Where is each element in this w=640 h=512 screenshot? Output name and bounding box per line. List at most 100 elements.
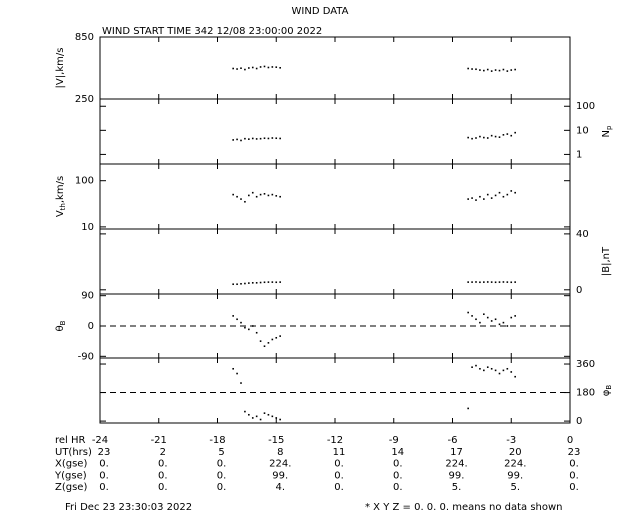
- data-point: [240, 321, 242, 324]
- data-point: [236, 68, 238, 70]
- table-cell: 224.: [269, 459, 291, 470]
- data-point: [502, 195, 505, 198]
- y-axis-label-sub: B: [605, 385, 613, 390]
- table-cell: 0.: [217, 470, 227, 481]
- table-cell: 0.: [158, 459, 168, 470]
- table-cell: 0.: [99, 482, 109, 493]
- data-point: [236, 283, 238, 286]
- table-cell: 8: [277, 447, 283, 458]
- x-axis-label: rel HR: [55, 435, 86, 446]
- data-point: [498, 136, 501, 138]
- y-tick-label: 360: [576, 359, 595, 370]
- data-point: [263, 65, 266, 68]
- data-point: [490, 367, 493, 370]
- table-cell: 11: [333, 447, 346, 458]
- data-point: [244, 410, 246, 413]
- table-cell: 23: [98, 447, 111, 458]
- data-point: [244, 326, 246, 329]
- data-point: [267, 137, 270, 140]
- data-point: [271, 415, 274, 418]
- y-axis-label-main: |B|,nT: [601, 246, 612, 276]
- data-point: [271, 193, 274, 196]
- table-cell: 5.: [452, 482, 462, 493]
- data-point: [514, 131, 516, 134]
- data-point: [514, 68, 516, 71]
- data-point: [240, 139, 242, 142]
- data-point: [263, 193, 266, 195]
- y-axis-label: Vth,km/s: [55, 176, 67, 217]
- table-cell: 0.: [569, 470, 579, 481]
- data-point: [471, 281, 473, 283]
- data-point: [248, 413, 250, 416]
- table-cell: 0.: [393, 459, 403, 470]
- data-point: [251, 417, 254, 419]
- data-point: [267, 194, 270, 197]
- data-point: [251, 137, 254, 140]
- data-point: [486, 316, 489, 319]
- data-point: [240, 382, 242, 384]
- data-point: [467, 281, 469, 283]
- table-cell: 99.: [449, 470, 465, 481]
- x-tick-label: -24: [92, 435, 108, 446]
- data-point: [232, 283, 234, 286]
- y-tick-label: 850: [75, 32, 94, 43]
- y-tick-label: 10: [576, 125, 589, 136]
- x-tick-label: -3: [506, 435, 516, 446]
- data-point: [471, 197, 473, 199]
- data-point: [506, 325, 509, 327]
- y-axis-label-main: θ: [55, 325, 66, 331]
- data-point: [255, 282, 258, 284]
- data-point: [232, 315, 234, 317]
- table-cell: 0.: [393, 470, 403, 481]
- data-point: [510, 134, 513, 137]
- table-cell: 0.: [569, 459, 579, 470]
- y-tick-label: 100: [75, 176, 94, 187]
- table-cell: 0.: [217, 459, 227, 470]
- data-point: [467, 136, 469, 139]
- data-point: [514, 191, 516, 194]
- data-point: [494, 281, 497, 284]
- data-point: [486, 68, 489, 71]
- data-point: [240, 198, 242, 200]
- x-tick-label: -18: [209, 435, 225, 446]
- data-point: [232, 139, 234, 141]
- data-point: [498, 323, 501, 326]
- y-tick-label: 90: [81, 291, 94, 302]
- data-point: [494, 194, 497, 197]
- data-point: [502, 68, 505, 71]
- table-cell: 0.: [99, 470, 109, 481]
- data-point: [506, 193, 509, 196]
- table-cell: 0.: [334, 482, 344, 493]
- data-point: [475, 318, 477, 321]
- x-tick-label: -15: [268, 435, 284, 446]
- data-point: [490, 320, 493, 322]
- data-point: [510, 69, 513, 71]
- table-cell: 0.: [158, 482, 168, 493]
- data-point: [502, 134, 505, 136]
- x-tick-label: -12: [327, 435, 343, 446]
- data-point: [514, 375, 516, 378]
- table-cell: 0.: [217, 482, 227, 493]
- y-axis-label: Np: [601, 125, 613, 137]
- data-point: [483, 313, 485, 316]
- table-cell: 0.: [334, 459, 344, 470]
- data-point: [475, 137, 477, 139]
- data-point: [244, 68, 246, 71]
- table-cell: 17: [450, 447, 463, 458]
- y-axis-label-main: V: [55, 210, 66, 217]
- y-tick-label: 0: [576, 285, 582, 296]
- data-point: [263, 137, 266, 140]
- data-point: [244, 137, 246, 140]
- table-row-label: X(gse): [55, 459, 87, 470]
- table-cell: 99.: [507, 470, 523, 481]
- data-point: [498, 372, 501, 375]
- table-row-label: UT(hrs): [55, 447, 92, 458]
- table-cell: 0.: [158, 470, 168, 481]
- footer-date: Fri Dec 23 23:30:03 2022: [65, 502, 192, 512]
- data-point: [490, 281, 493, 283]
- y-axis-label: φB: [601, 385, 613, 397]
- data-point: [510, 281, 513, 284]
- data-point: [251, 66, 254, 69]
